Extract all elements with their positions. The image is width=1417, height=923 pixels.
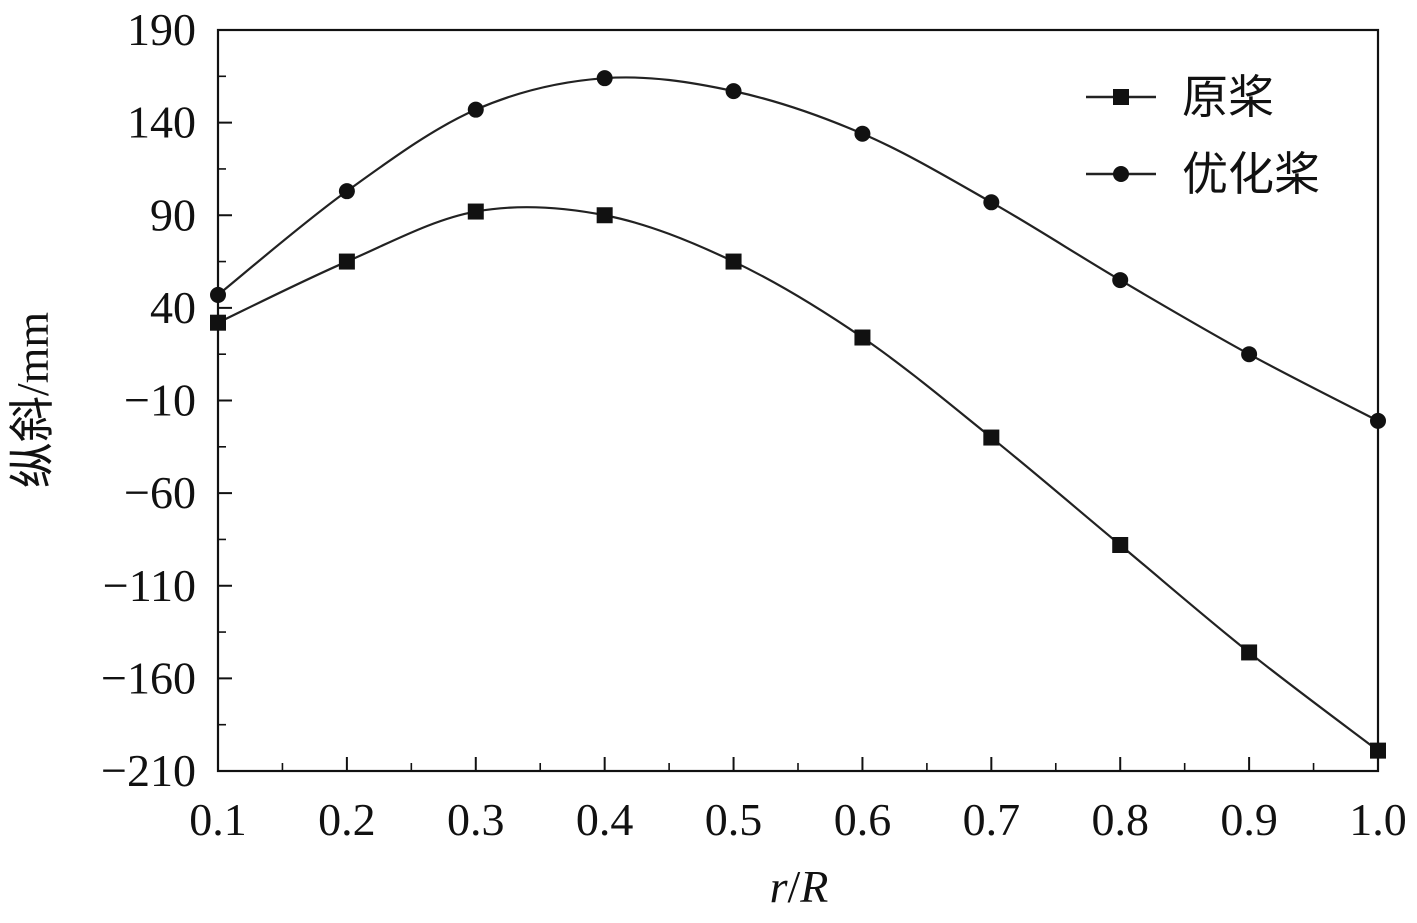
series-2 xyxy=(210,70,1386,429)
legend-label: 原桨 xyxy=(1182,70,1274,124)
series-line xyxy=(217,206,1379,752)
y-tick-label: −160 xyxy=(101,652,196,703)
y-tick-label: −210 xyxy=(101,745,196,796)
y-tick-label: 190 xyxy=(127,4,196,55)
series-line xyxy=(217,76,1379,422)
x-tick-label: 0.1 xyxy=(189,794,247,845)
x-axis-label: r/R xyxy=(770,861,829,912)
square-marker xyxy=(725,253,742,270)
square-marker xyxy=(210,314,226,331)
square-marker xyxy=(467,203,484,220)
square-marker xyxy=(1241,644,1258,661)
y-axis-ticks: 190 140 90 40 −10 −60 −110 −160 −210 xyxy=(101,4,232,796)
x-tick-label: 0.2 xyxy=(318,794,376,845)
legend-item: 原桨 xyxy=(1086,70,1274,124)
circle-marker xyxy=(1241,346,1258,363)
series-layer xyxy=(210,70,1386,759)
x-tick-label: 0.9 xyxy=(1220,794,1278,845)
square-marker xyxy=(1370,742,1386,759)
circle-marker xyxy=(467,101,484,118)
x-axis-ticks: 0.1 0.2 0.3 0.4 0.5 0.6 0.7 0.8 0.9 1.0 xyxy=(189,757,1407,845)
circle-marker xyxy=(596,70,613,87)
x-tick-label: 0.6 xyxy=(834,794,892,845)
plot-border xyxy=(216,28,1380,773)
series-1 xyxy=(210,203,1386,759)
square-marker xyxy=(596,207,613,224)
square-marker xyxy=(854,329,871,346)
plot-frame xyxy=(216,28,1380,773)
legend-label: 优化桨 xyxy=(1182,147,1320,201)
circle-marker xyxy=(725,83,742,100)
legend-circle-marker xyxy=(1113,166,1129,182)
circle-marker xyxy=(338,183,355,200)
y-tick-label: 40 xyxy=(150,282,196,333)
y-tick-label: −10 xyxy=(124,375,196,426)
circle-marker xyxy=(1370,412,1386,429)
x-tick-label: 0.5 xyxy=(705,794,763,845)
y-tick-label: 90 xyxy=(150,189,196,240)
circle-marker xyxy=(210,286,226,303)
circle-marker xyxy=(983,194,1000,211)
circle-marker xyxy=(1112,272,1129,289)
y-tick-label: −60 xyxy=(124,467,196,518)
y-tick-label: 140 xyxy=(127,97,196,148)
square-marker xyxy=(983,429,1000,446)
x-tick-label: 1.0 xyxy=(1349,794,1407,845)
x-tick-label: 0.3 xyxy=(447,794,505,845)
square-marker xyxy=(1112,536,1129,553)
y-axis-label: 纵斜/mm xyxy=(7,312,58,489)
x-tick-label: 0.4 xyxy=(576,794,634,845)
square-marker xyxy=(338,253,355,270)
legend-square-marker xyxy=(1113,89,1129,105)
circle-marker xyxy=(854,125,871,142)
x-tick-label: 0.7 xyxy=(963,794,1021,845)
y-tick-label: −110 xyxy=(103,560,196,611)
x-tick-label: 0.8 xyxy=(1091,794,1149,845)
legend-item: 优化桨 xyxy=(1086,147,1320,201)
